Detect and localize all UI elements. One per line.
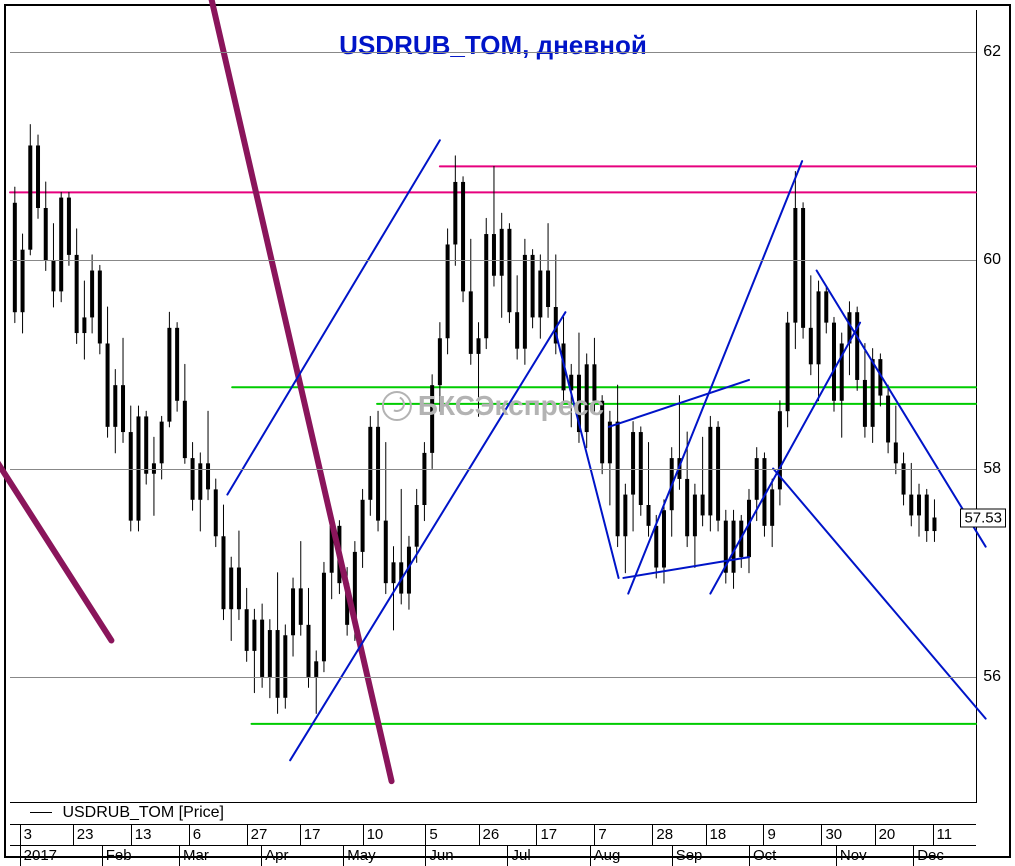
xaxis-tick-label: Apr bbox=[261, 846, 288, 866]
gridline bbox=[10, 260, 976, 261]
chart-title: USDRUB_TOM, дневной bbox=[10, 30, 976, 61]
xaxis-tick-label: Nov bbox=[836, 846, 867, 866]
xaxis-tick-label: 28 bbox=[652, 825, 673, 845]
xaxis-tick-label: 13 bbox=[131, 825, 152, 845]
xaxis-tick-label: 9 bbox=[763, 825, 775, 845]
gridline bbox=[10, 52, 976, 53]
xaxis-tick-label: 17 bbox=[300, 825, 321, 845]
xaxis-tick-label: 23 bbox=[73, 825, 94, 845]
legend-line-icon bbox=[30, 812, 52, 813]
chart-svg bbox=[10, 10, 976, 802]
legend: USDRUB_TOM [Price] bbox=[30, 804, 224, 822]
xaxis-tick-label: 3 bbox=[20, 825, 32, 845]
xaxis-tick-label: 27 bbox=[247, 825, 268, 845]
xaxis-tick-label: 26 bbox=[479, 825, 500, 845]
yaxis-tick-label: 62 bbox=[983, 43, 1001, 61]
xaxis-tick-label: Mar bbox=[179, 846, 209, 866]
xaxis-tick-label: 2017 bbox=[20, 846, 57, 866]
xaxis-tick-label: 18 bbox=[706, 825, 727, 845]
xaxis-row-months: 2017 Feb Mar Apr May Jun Jul Aug Sep Oct Nov Dec bbox=[10, 845, 976, 866]
xaxis-row-days: 3 23 13 6 27 17 10 5 26 17 7 28 18 9 30 20 11 bbox=[10, 825, 976, 845]
xaxis-tick-label: Oct bbox=[749, 846, 776, 866]
xaxis-tick-label: Feb bbox=[102, 846, 132, 866]
xaxis: 3 23 13 6 27 17 10 5 26 17 7 28 18 9 30 20 11 2017 Feb Mar… bbox=[10, 824, 976, 865]
yaxis-tick-label: 56 bbox=[983, 668, 1001, 686]
plot-area[interactable]: USDRUB_TOM, дневной БКСЭкспресс bbox=[10, 10, 977, 803]
xaxis-tick-label: 7 bbox=[594, 825, 606, 845]
xaxis-tick-label: Sep bbox=[672, 846, 703, 866]
xaxis-tick-label: May bbox=[343, 846, 375, 866]
xaxis-tick-label: 10 bbox=[363, 825, 384, 845]
xaxis-tick-label: Jun bbox=[425, 846, 453, 866]
xaxis-tick-label: 11 bbox=[933, 825, 953, 845]
gridline bbox=[10, 677, 976, 678]
legend-label: USDRUB_TOM [Price] bbox=[62, 804, 224, 821]
xaxis-tick-label: 6 bbox=[189, 825, 201, 845]
yaxis-tick-label: 60 bbox=[983, 251, 1001, 269]
xaxis-tick-label: 5 bbox=[425, 825, 437, 845]
chart-frame: USDRUB_TOM, дневной БКСЭкспресс 56586062… bbox=[4, 4, 1011, 858]
xaxis-tick-label: Aug bbox=[590, 846, 621, 866]
gridline bbox=[10, 469, 976, 470]
xaxis-tick-label: 30 bbox=[821, 825, 842, 845]
current-price-label: 57.53 bbox=[960, 508, 1006, 527]
xaxis-tick-label: 17 bbox=[536, 825, 557, 845]
xaxis-tick-label: Jul bbox=[507, 846, 530, 866]
xaxis-tick-label: Dec bbox=[913, 846, 944, 866]
yaxis-tick-label: 58 bbox=[983, 460, 1001, 478]
xaxis-tick-label: 20 bbox=[875, 825, 896, 845]
